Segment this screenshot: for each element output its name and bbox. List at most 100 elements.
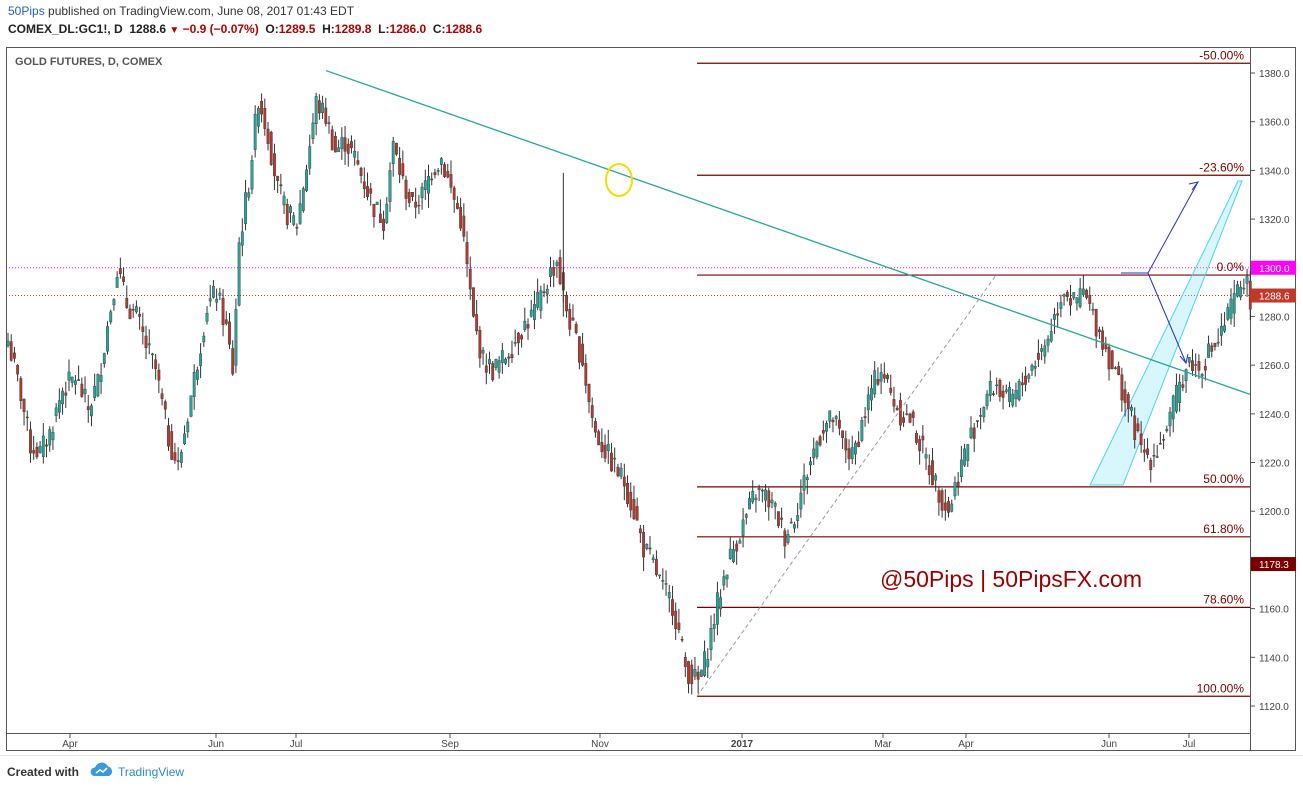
candle-body (590, 405, 594, 418)
candle-body (1175, 384, 1178, 412)
candle-body (334, 136, 337, 153)
candle-body (876, 379, 880, 385)
candle-body (45, 444, 48, 447)
candle-body (401, 163, 405, 177)
candle-body (118, 268, 122, 274)
candle-body (484, 365, 488, 373)
candle-body (285, 203, 289, 226)
candle-body (208, 298, 212, 302)
candle-body (1101, 330, 1105, 350)
candle-body (253, 113, 257, 150)
candle-body (301, 188, 305, 211)
candle-body (176, 460, 180, 462)
candle-body (157, 369, 161, 381)
candle-body (189, 395, 193, 417)
candle-body (587, 383, 591, 403)
y-tick-label: 1200.0 (1259, 507, 1290, 518)
candle-body (202, 335, 206, 343)
candle-body (250, 160, 254, 190)
candle-body (513, 342, 517, 344)
candle-body (735, 543, 739, 552)
candle-body (1059, 302, 1063, 309)
candle-body (1001, 390, 1005, 398)
tradingview-cloud-icon[interactable] (88, 762, 114, 783)
candle-body (911, 411, 915, 418)
candle-body (809, 461, 812, 466)
tradingview-link[interactable]: TradingView (118, 765, 185, 779)
price-tag-text: 1288.6 (1259, 292, 1290, 303)
candle-body (314, 96, 318, 125)
candle-body (446, 171, 450, 178)
candles (6, 92, 1252, 695)
candle-body (709, 627, 713, 650)
candle-body (748, 498, 751, 510)
candle-body (369, 188, 373, 194)
candle-body (690, 664, 694, 685)
candle-body (780, 517, 784, 520)
candle-body (420, 186, 424, 199)
candle-body (237, 242, 241, 306)
candle-body (655, 559, 658, 575)
low-label: L: (378, 22, 390, 36)
x-tick-label: Apr (62, 739, 78, 750)
candle-body (163, 401, 167, 410)
candle-body (1075, 297, 1079, 304)
candle-body (19, 378, 23, 402)
chart-title: GOLD FUTURES, D, COMEX (15, 56, 163, 68)
chart-area[interactable]: GOLD FUTURES, D, COMEX 1120.0 1140.0 1160.… (6, 47, 1296, 751)
candle-body (777, 511, 780, 526)
candle-body (741, 519, 745, 536)
candle-body (170, 431, 174, 460)
candle-body (382, 218, 385, 231)
price-chart[interactable]: GOLD FUTURES, D, COMEX 1120.0 1140.0 1160.… (6, 47, 1296, 751)
candle-body (549, 267, 552, 277)
candle-body (950, 503, 954, 512)
candle-body (841, 430, 845, 438)
candle-body (1181, 384, 1185, 388)
candle-body (70, 376, 74, 383)
candle-body (67, 371, 71, 381)
y-tick-label: 1240.0 (1259, 410, 1290, 421)
candle-body (651, 557, 655, 560)
candle-body (680, 639, 684, 641)
candle-body (16, 365, 20, 375)
candle-body (212, 285, 215, 298)
candle-body (90, 405, 93, 417)
y-tick-label: 1380.0 (1259, 69, 1290, 80)
candle-body (943, 502, 947, 511)
candle-body (228, 321, 231, 345)
candle-body (619, 467, 623, 477)
candle-body (195, 369, 199, 380)
candle-body (151, 353, 154, 356)
candle-body (728, 548, 732, 560)
candle-body (963, 448, 966, 466)
candle-body (205, 313, 209, 322)
candle-body (828, 410, 832, 422)
candle-body (54, 407, 58, 416)
candle-body (552, 267, 556, 276)
publish-info: 50Pips published on TradingView.com, Jun… (8, 4, 354, 18)
drawings[interactable] (325, 69, 1251, 697)
candle-body (953, 482, 957, 497)
published-text: published on TradingView.com, June 08, 2… (44, 4, 355, 18)
candle-body (581, 343, 584, 366)
candle-body (115, 277, 119, 288)
fib-level-label: 100.00% (1197, 681, 1245, 695)
candle-body (671, 599, 674, 616)
candle-body (436, 170, 440, 172)
candle-body (1152, 455, 1156, 457)
candle-body (1091, 309, 1095, 311)
candle-body (1158, 443, 1162, 445)
symbol-name[interactable]: COMEX_DL:GC1!, D (8, 22, 123, 36)
candle-body (122, 276, 125, 282)
candle-body (972, 427, 976, 439)
candle-body (744, 514, 748, 518)
candle-body (947, 501, 950, 513)
publisher-link[interactable]: 50Pips (8, 4, 45, 18)
price-axis[interactable] (1250, 47, 1296, 751)
candle-body (1053, 314, 1056, 320)
candle-body (218, 292, 222, 296)
candle-body (1027, 374, 1031, 379)
candle-body (1024, 375, 1027, 385)
candle-body (337, 147, 341, 152)
